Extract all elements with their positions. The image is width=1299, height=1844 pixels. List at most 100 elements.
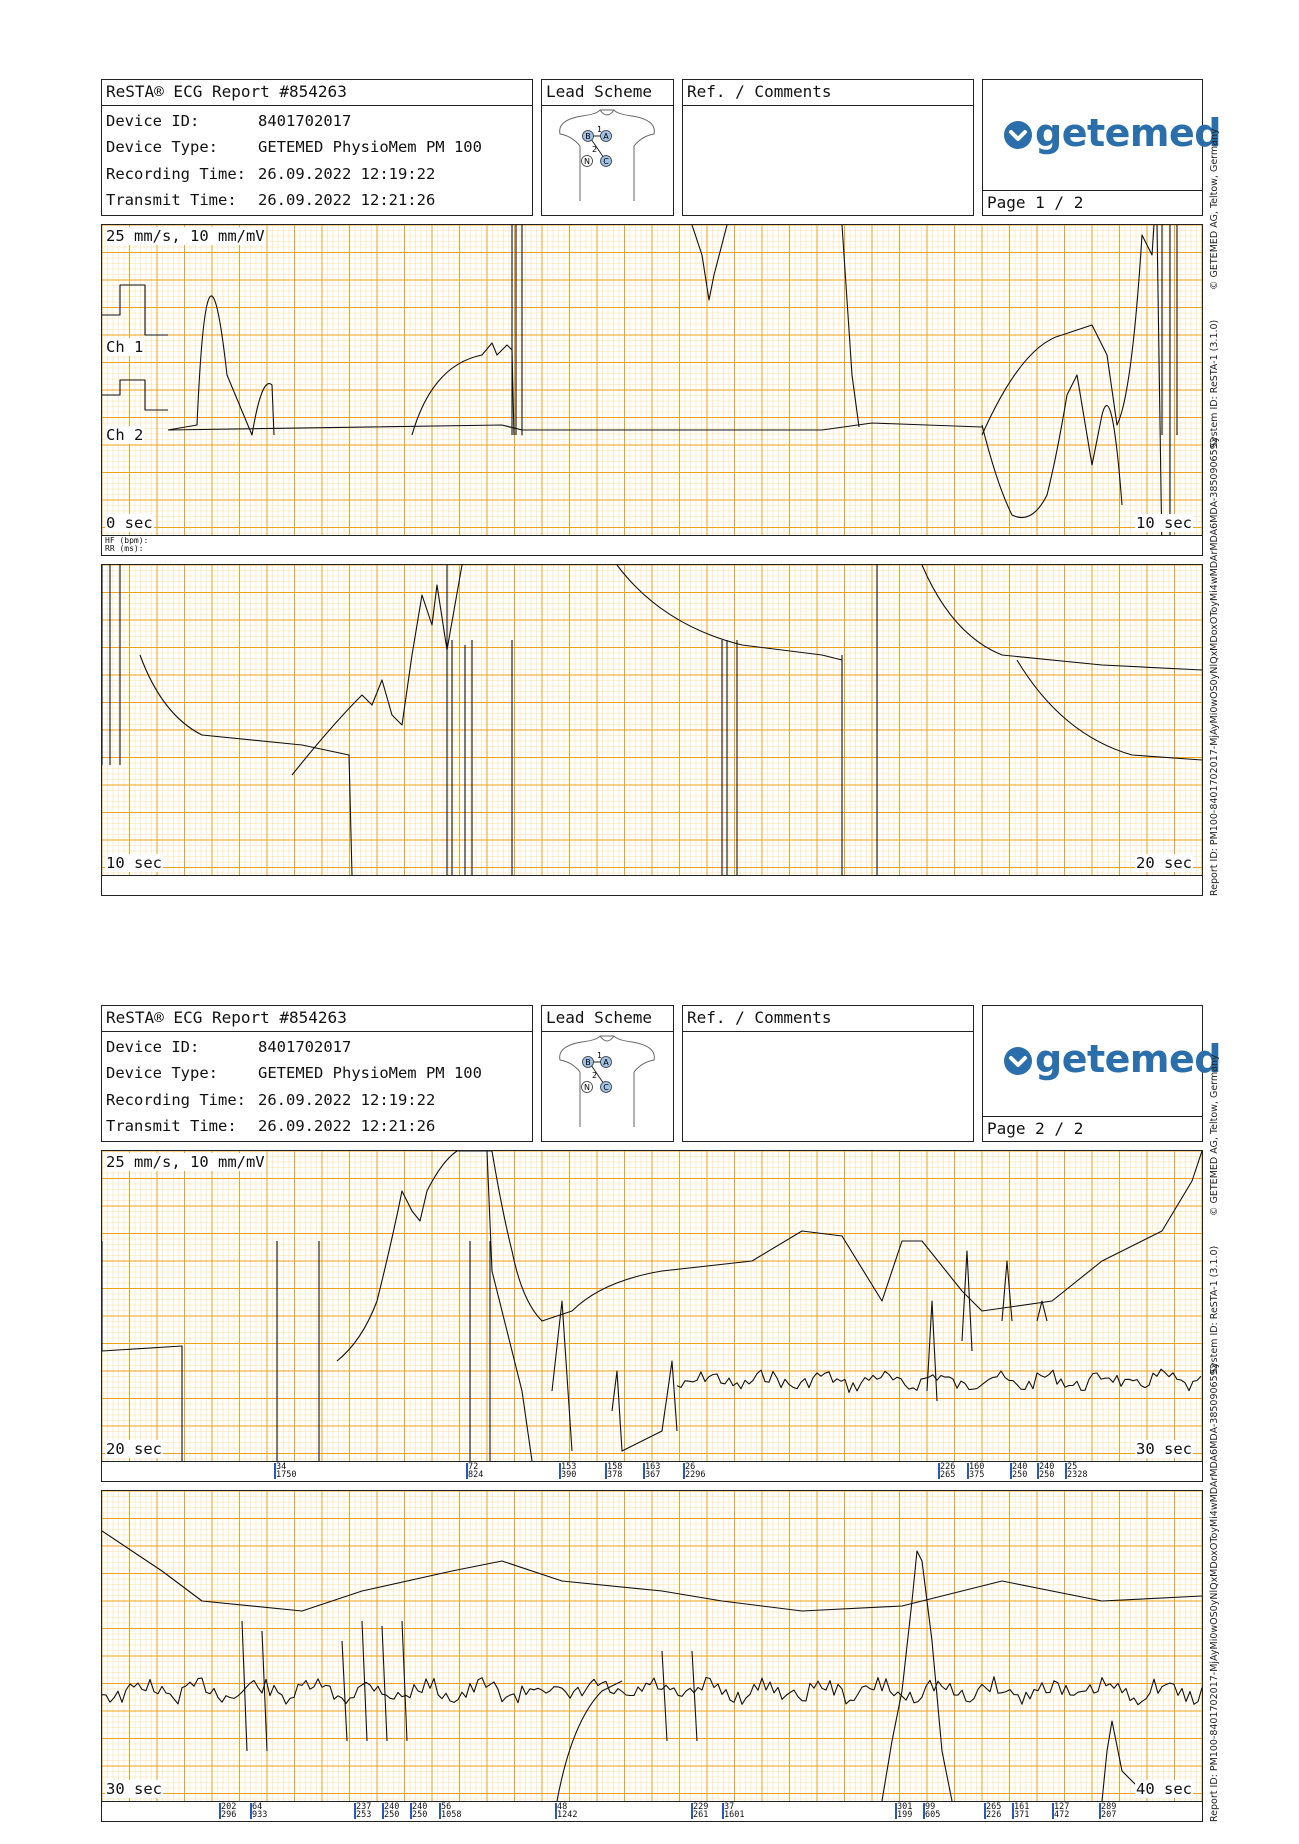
lead-scheme-title: Lead Scheme — [546, 1008, 652, 1027]
svg-text:B: B — [585, 1058, 591, 1067]
lead-scheme-box: Lead Scheme B A N C 1 2 — [541, 1005, 674, 1142]
svg-text:2: 2 — [592, 145, 597, 154]
beat-annotation: 289 207 — [1099, 1802, 1117, 1820]
beat-annotation: 127 472 — [1052, 1802, 1070, 1820]
comments-box: Ref. / Comments — [682, 1005, 974, 1142]
comments-title: Ref. / Comments — [687, 82, 832, 101]
ecg-trace — [102, 225, 1178, 535]
end-time-label: 10 sec — [1135, 514, 1193, 532]
end-time-label: 40 sec — [1135, 1780, 1193, 1798]
header-info-box: ReSTA® ECG Report #854263 Device ID: 8401… — [101, 1005, 533, 1142]
lead-scheme-box: Lead Scheme B A N C 1 2 — [541, 79, 674, 216]
recording-time-row: Recording Time: 26.09.2022 12:19:22 — [106, 1091, 436, 1109]
report-title: ReSTA® ECG Report #854263 — [106, 1008, 347, 1027]
brand-logo: getemed — [1035, 111, 1221, 155]
beat-annotation: 237 253 — [354, 1802, 372, 1820]
system-id-text: System ID: ReSTA-1 (3.1.0) — [1209, 319, 1220, 448]
start-time-label: 20 sec — [105, 1440, 163, 1458]
beat-annotation: 72 824 — [466, 1462, 484, 1480]
beat-annotation: 34 1750 — [274, 1462, 297, 1480]
beat-annotation: 153 390 — [559, 1462, 577, 1480]
report-id-text: Report ID: PM100-8401702017-MjAyMi0wOS0y… — [1209, 1363, 1220, 1822]
comments-title: Ref. / Comments — [687, 1008, 832, 1027]
beat-annotation: 240 250 — [1010, 1462, 1028, 1480]
svg-text:A: A — [603, 132, 609, 141]
scale-label: 25 mm/s, 10 mm/mV — [105, 227, 266, 245]
end-time-label: 20 sec — [1135, 854, 1193, 872]
svg-text:C: C — [603, 1083, 609, 1092]
beat-annotation: 229 261 — [691, 1802, 709, 1820]
report-page-1: ReSTA® ECG Report #854263 Device ID: 8401… — [0, 0, 1299, 918]
ecg-strip-10-20: 10 sec 20 sec — [101, 564, 1203, 896]
heart-chevron-icon — [1004, 1047, 1032, 1075]
svg-text:N: N — [584, 157, 590, 166]
svg-text:N: N — [584, 1083, 590, 1092]
beat-annotation: 240 250 — [1037, 1462, 1055, 1480]
beat-annotation: 26 2296 — [683, 1462, 706, 1480]
ecg-grid — [102, 565, 1202, 875]
beat-annotation: 161 371 — [1012, 1802, 1030, 1820]
copyright-text: © GETEMED AG, Teltow, Germany — [1209, 128, 1220, 290]
comments-box: Ref. / Comments — [682, 79, 974, 216]
lead-scheme-title: Lead Scheme — [546, 82, 652, 101]
page-number: Page 2 / 2 — [987, 1119, 1084, 1138]
ecg-grid — [102, 225, 1202, 535]
scale-label: 25 mm/s, 10 mm/mV — [105, 1153, 266, 1171]
ecg-trace — [102, 1530, 1202, 1801]
hf-label: HF (bpm): — [105, 536, 149, 545]
svg-text:2: 2 — [592, 1071, 597, 1080]
svg-text:A: A — [603, 1058, 609, 1067]
beat-annotation: 25 2328 — [1065, 1462, 1088, 1480]
heart-chevron-icon — [1004, 121, 1032, 149]
transmit-time-row: Transmit Time: 26.09.2022 12:21:26 — [106, 191, 436, 209]
logo-box: getemed Page 2 / 2 — [982, 1005, 1221, 1142]
rr-label: RR (ms): — [105, 544, 144, 553]
device-type-row: Device Type: GETEMED PhysioMem PM 100 — [106, 1064, 482, 1082]
page-number: Page 1 / 2 — [987, 193, 1084, 212]
ecg-strip-30-40: 30 sec 40 sec 202 296 64 933 237 253 240 250 240… — [101, 1490, 1203, 1822]
svg-text:B: B — [585, 132, 591, 141]
start-time-label: 10 sec — [105, 854, 163, 872]
beat-annotation: 226 265 — [938, 1462, 956, 1480]
report-title: ReSTA® ECG Report #854263 — [106, 82, 347, 101]
beat-annotation: 265 226 — [984, 1802, 1002, 1820]
beat-annotation: 37 1601 — [722, 1802, 745, 1820]
beat-annotation: 158 378 — [605, 1462, 623, 1480]
brand-logo: getemed — [1035, 1037, 1221, 1081]
end-time-label: 30 sec — [1135, 1440, 1193, 1458]
header-info-box: ReSTA® ECG Report #854263 Device ID: 8401… — [101, 79, 533, 216]
ecg-trace — [102, 565, 1202, 875]
ecg-grid — [102, 1151, 1202, 1461]
device-type-row: Device Type: GETEMED PhysioMem PM 100 — [106, 138, 482, 156]
device-id-row: Device ID: 8401702017 — [106, 112, 352, 130]
recording-time-row: Recording Time: 26.09.2022 12:19:22 — [106, 165, 436, 183]
svg-text:1: 1 — [597, 1051, 602, 1060]
ecg-trace — [102, 1151, 1202, 1461]
channel-1-label: Ch 1 — [105, 338, 145, 356]
copyright-text: © GETEMED AG, Teltow, Germany — [1209, 1054, 1220, 1216]
start-time-label: 0 sec — [105, 514, 154, 532]
beat-annotation: 240 250 — [410, 1802, 428, 1820]
transmit-time-row: Transmit Time: 26.09.2022 12:21:26 — [106, 1117, 436, 1135]
beat-annotation: 301 199 — [895, 1802, 913, 1820]
beat-annotation: 202 296 — [219, 1802, 237, 1820]
beat-annotation: 99 605 — [923, 1802, 941, 1820]
svg-text:1: 1 — [597, 125, 602, 134]
beat-annotation: 64 933 — [250, 1802, 268, 1820]
torso-diagram-icon: B A N C 1 2 — [559, 109, 655, 201]
svg-text:C: C — [603, 157, 609, 166]
ecg-grid — [102, 1491, 1202, 1801]
report-id-text: Report ID: PM100-8401702017-MjAyMi0wOS0y… — [1209, 437, 1220, 896]
system-id-text: System ID: ReSTA-1 (3.1.0) — [1209, 1245, 1220, 1374]
beat-annotation: 56 1058 — [439, 1802, 462, 1820]
beat-annotation: 48 1242 — [555, 1802, 578, 1820]
logo-box: getemed Page 1 / 2 — [982, 79, 1221, 216]
torso-diagram-icon: B A N C 1 2 — [559, 1035, 655, 1127]
start-time-label: 30 sec — [105, 1780, 163, 1798]
beat-annotation: 240 250 — [382, 1802, 400, 1820]
device-id-row: Device ID: 8401702017 — [106, 1038, 352, 1056]
channel-2-label: Ch 2 — [105, 426, 145, 444]
report-page-2: ReSTA® ECG Report #854263 Device ID: 8401… — [0, 926, 1299, 1844]
ecg-strip-0-10: 25 mm/s, 10 mm/mV Ch 1 Ch 2 0 sec 10 sec… — [101, 224, 1203, 556]
beat-annotation: 160 375 — [967, 1462, 985, 1480]
